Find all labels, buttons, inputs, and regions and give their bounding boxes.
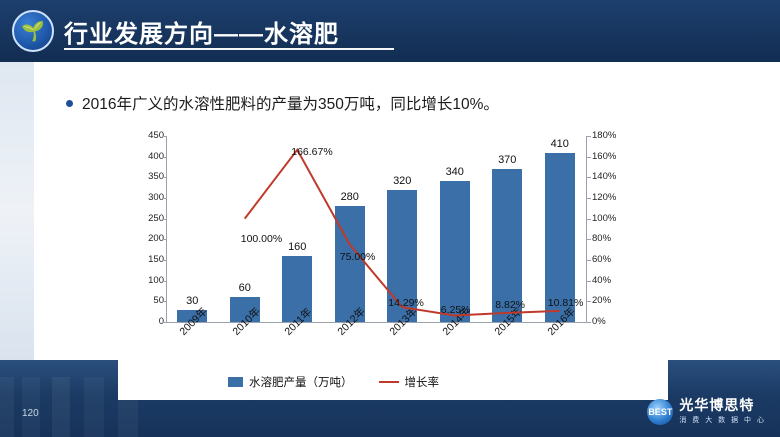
y-axis-left-tick-mark <box>162 198 166 199</box>
y-axis-right-tick-mark <box>587 198 591 199</box>
y-axis-right-tick: 80% <box>592 233 612 245</box>
y-axis-left-tick: 400 <box>148 150 164 162</box>
y-axis-left-tick-mark <box>162 301 166 303</box>
bar-value-label: 320 <box>393 174 412 187</box>
y-axis-left-tick: 100 <box>148 274 164 286</box>
legend-swatch-bar <box>228 377 243 387</box>
legend-swatch-line <box>378 381 399 383</box>
y-axis-left-tick: 0 <box>138 316 164 327</box>
y-axis-left-tick-mark <box>162 322 166 323</box>
y-axis-right-tick-mark <box>587 260 591 261</box>
growth-rate-line <box>243 147 560 317</box>
chart-bar <box>229 297 260 322</box>
brand-mark-icon: BEST <box>647 398 674 425</box>
chart-bar <box>177 309 208 322</box>
y-axis-right-tick-mark <box>587 177 591 179</box>
bar-value-label: 60 <box>238 282 251 295</box>
y-axis-left-tick: 150 <box>148 254 164 265</box>
y-axis-right-tick: 40% <box>592 274 612 286</box>
line-value-label: 8.82% <box>495 298 526 311</box>
brand-name: 光华博思特 <box>679 397 755 413</box>
y-axis-left-tick-mark <box>162 177 166 179</box>
chart-legend: 水溶肥产量（万吨） 增长率 <box>228 374 439 390</box>
bar-value-label: 30 <box>186 294 199 307</box>
line-value-label: 75.00% <box>339 250 376 263</box>
legend-label-bar: 水溶肥产量（万吨） <box>249 377 353 389</box>
bar-value-label: 160 <box>288 240 307 253</box>
brand-logo: BEST 光华博思特 消 费 大 数 据 中 心 <box>647 398 766 425</box>
y-axis-right-tick: 140% <box>592 171 617 183</box>
page-number: 120 <box>22 408 39 419</box>
bullet-row: 2016年广义的水溶性肥料的产量为350万吨，同比增长10%。 <box>66 92 499 114</box>
bar-value-label: 340 <box>445 166 464 179</box>
chart-bar <box>439 181 470 322</box>
bar-value-label: 280 <box>340 191 359 204</box>
y-axis-left-tick-mark <box>162 280 166 282</box>
page-title: 行业发展方向——水溶肥 <box>64 21 339 48</box>
y-axis-right-tick: 0% <box>592 316 606 327</box>
y-axis-left-tick-mark <box>162 239 166 241</box>
header-band <box>0 0 780 62</box>
y-axis-right-tick: 20% <box>592 295 612 307</box>
y-axis-left-tick: 250 <box>148 212 164 224</box>
y-axis-right-tick: 180% <box>592 130 617 141</box>
y-axis-right-tick-mark <box>587 301 591 303</box>
legend-item-line: 增长率 <box>378 374 440 390</box>
y-axis-left-tick-mark <box>162 156 166 158</box>
y-axis-left-tick-mark <box>162 136 166 137</box>
y-axis-right-tick: 120% <box>592 192 617 203</box>
y-axis-right-tick-mark <box>587 156 591 158</box>
y-axis-left-tick: 450 <box>148 130 164 141</box>
title-underline <box>64 48 394 50</box>
leaf-glyph: 🌱 <box>21 21 45 43</box>
bullet-dot-icon <box>66 99 73 107</box>
line-value-label: 100.00% <box>240 232 283 245</box>
y-axis-right-tick-mark <box>587 218 591 220</box>
y-axis-left-tick-mark <box>162 218 166 220</box>
chart-plot-area: 450400350300250200150100500180%160%140%1… <box>148 130 616 338</box>
left-strip <box>0 62 34 362</box>
y-axis-right-tick-mark <box>587 136 591 137</box>
bar-value-label: 410 <box>550 137 569 150</box>
y-axis-left-tick: 50 <box>153 295 164 307</box>
leaf-badge-icon: 🌱 <box>12 10 54 52</box>
y-axis-right-tick-mark <box>587 280 591 282</box>
y-axis-left-tick: 350 <box>148 171 164 183</box>
legend-item-bar: 水溶肥产量（万吨） <box>228 374 353 390</box>
line-value-label: 14.29% <box>388 297 424 310</box>
y-axis-left-tick-mark <box>162 260 166 261</box>
line-value-label: 10.81% <box>547 296 584 309</box>
bullet-text: 2016年广义的水溶性肥料的产量为350万吨，同比增长10%。 <box>82 96 499 113</box>
bar-value-label: 370 <box>498 154 517 167</box>
chart-bar <box>544 152 575 322</box>
y-axis-right-tick-mark <box>587 322 591 323</box>
chart-bar <box>492 169 523 322</box>
y-axis-right-tick: 60% <box>592 254 612 265</box>
y-axis-left-tick: 200 <box>148 233 164 245</box>
category-axis <box>166 322 587 323</box>
y-axis-right-tick: 160% <box>592 150 617 162</box>
chart-bar <box>387 189 418 322</box>
line-value-label: 6.25% <box>440 303 471 316</box>
y-axis-left-tick: 300 <box>148 192 164 203</box>
legend-label-line: 增长率 <box>404 377 440 389</box>
y-axis-right-tick-mark <box>587 239 591 241</box>
right-axis <box>586 136 587 322</box>
left-axis <box>166 136 167 322</box>
chart-bar <box>282 255 313 322</box>
y-axis-right-tick: 100% <box>592 212 617 224</box>
chart-card: 450 400 350 300 250 200 150 100 50 0 180% 160% 140% 1… <box>118 128 668 400</box>
line-value-label: 166.67% <box>291 145 333 158</box>
brand-subtitle: 消 费 大 数 据 中 心 <box>679 417 766 424</box>
